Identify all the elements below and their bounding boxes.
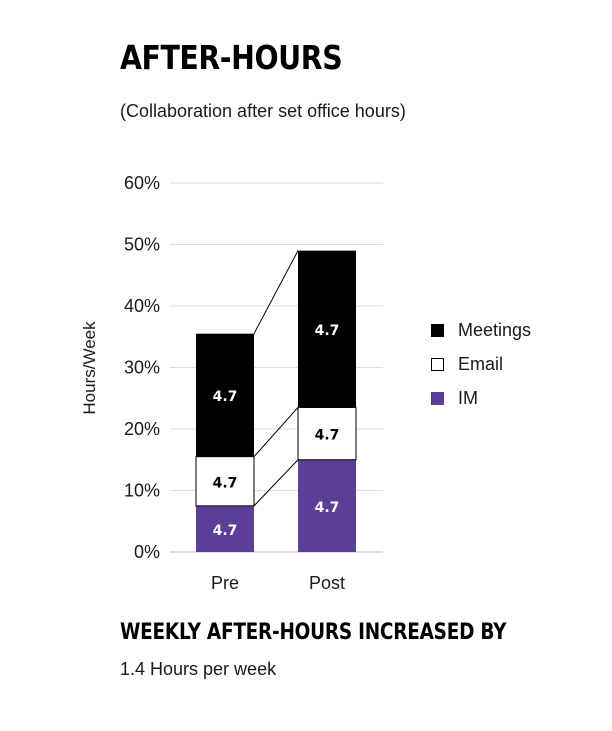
legend-label-email: Email [458, 353, 504, 374]
x-tick-label: Post [309, 573, 345, 593]
data-label: 4.7 [315, 323, 340, 339]
connector-line [253, 459, 299, 507]
bar-email-post [297, 406, 357, 461]
data-label: 4.7 [315, 428, 340, 444]
y-tick-label: 30% [124, 358, 160, 378]
bar-im-pre [196, 505, 254, 552]
legend-item-im: IM [431, 381, 531, 415]
data-label: 4.7 [315, 500, 340, 516]
bar-im-post [298, 459, 356, 552]
data-label: 4.7 [213, 523, 238, 539]
data-label: 4.7 [213, 475, 238, 491]
y-tick-label: 0% [134, 542, 160, 562]
y-tick-label: 20% [124, 419, 160, 439]
chart-legend: Meetings Email IM [431, 313, 531, 415]
legend-swatch-im [431, 391, 444, 405]
legend-item-meetings: Meetings [431, 313, 531, 347]
connector-line [253, 407, 299, 458]
summary-text: 1.4 Hours per week [120, 659, 277, 679]
chart-subtitle: (Collaboration after set office hours) [120, 101, 406, 121]
y-tick-label: 10% [124, 481, 160, 501]
legend-label-im: IM [458, 387, 478, 408]
legend-swatch-meetings [431, 323, 444, 337]
legend-item-email: Email [431, 347, 531, 381]
bar-meetings-post [298, 250, 356, 408]
stacked-bar-chart: 0% 10% 20% 30% 40% 50% 60% Hours/Week 4.7 4.7 4.7 4… [80, 173, 383, 593]
x-tick-label: Pre [211, 573, 239, 593]
legend-label-meetings: Meetings [458, 319, 532, 340]
y-tick-label: 60% [124, 173, 160, 193]
chart-title: AFTER-HOURS [120, 38, 343, 77]
connector-line [253, 250, 299, 334]
bar-meetings-pre [196, 333, 254, 457]
summary-heading: WEEKLY AFTER-HOURS INCREASED BY [120, 620, 507, 645]
y-tick-label: 50% [124, 235, 160, 255]
legend-swatch-email [431, 357, 444, 371]
y-axis-label: Hours/Week [80, 321, 99, 415]
y-tick-label: 40% [124, 296, 160, 316]
data-label: 4.7 [213, 389, 238, 405]
